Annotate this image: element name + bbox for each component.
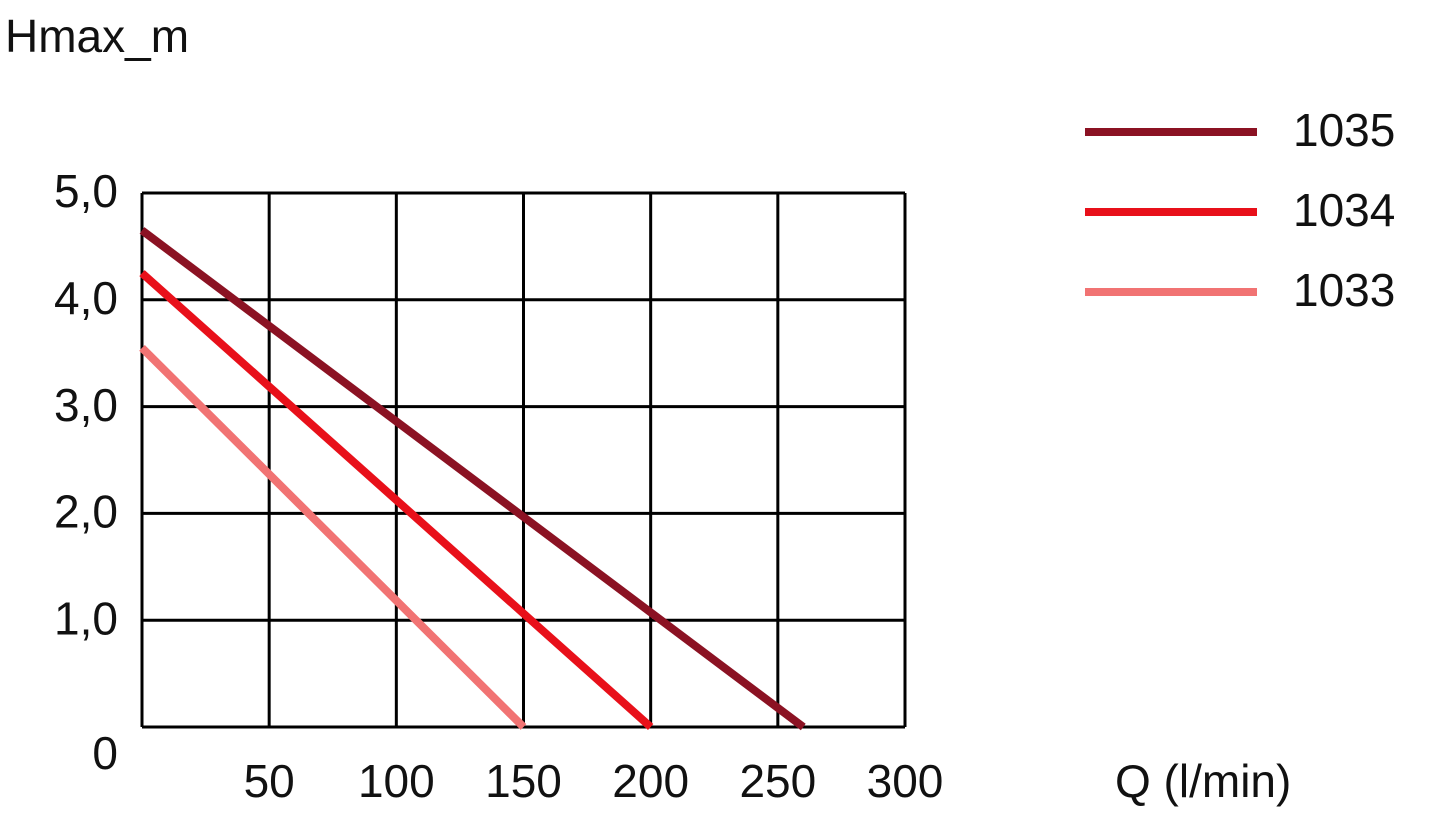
x-tick-label: 200	[612, 755, 689, 807]
y-tick-label: 0	[92, 727, 118, 779]
y-tick-label: 1,0	[54, 592, 118, 644]
x-tick-label: 50	[244, 755, 295, 807]
y-tick-label: 3,0	[54, 379, 118, 431]
y-tick-label: 2,0	[54, 486, 118, 538]
x-tick-label: 250	[739, 755, 816, 807]
x-tick-label: 300	[867, 755, 944, 807]
legend-label: 1034	[1293, 184, 1395, 236]
legend-label: 1035	[1293, 104, 1395, 156]
x-tick-label: 150	[485, 755, 562, 807]
series-line	[139, 227, 806, 731]
y-axis-label: Hmax_m	[5, 10, 189, 62]
y-tick-label: 5,0	[54, 165, 118, 217]
series-line	[139, 270, 654, 730]
legend-label: 1033	[1293, 264, 1395, 316]
series-line	[139, 345, 527, 730]
x-tick-label: 100	[358, 755, 435, 807]
y-tick-label: 4,0	[54, 272, 118, 324]
x-axis-label: Q (l/min)	[1115, 755, 1291, 807]
